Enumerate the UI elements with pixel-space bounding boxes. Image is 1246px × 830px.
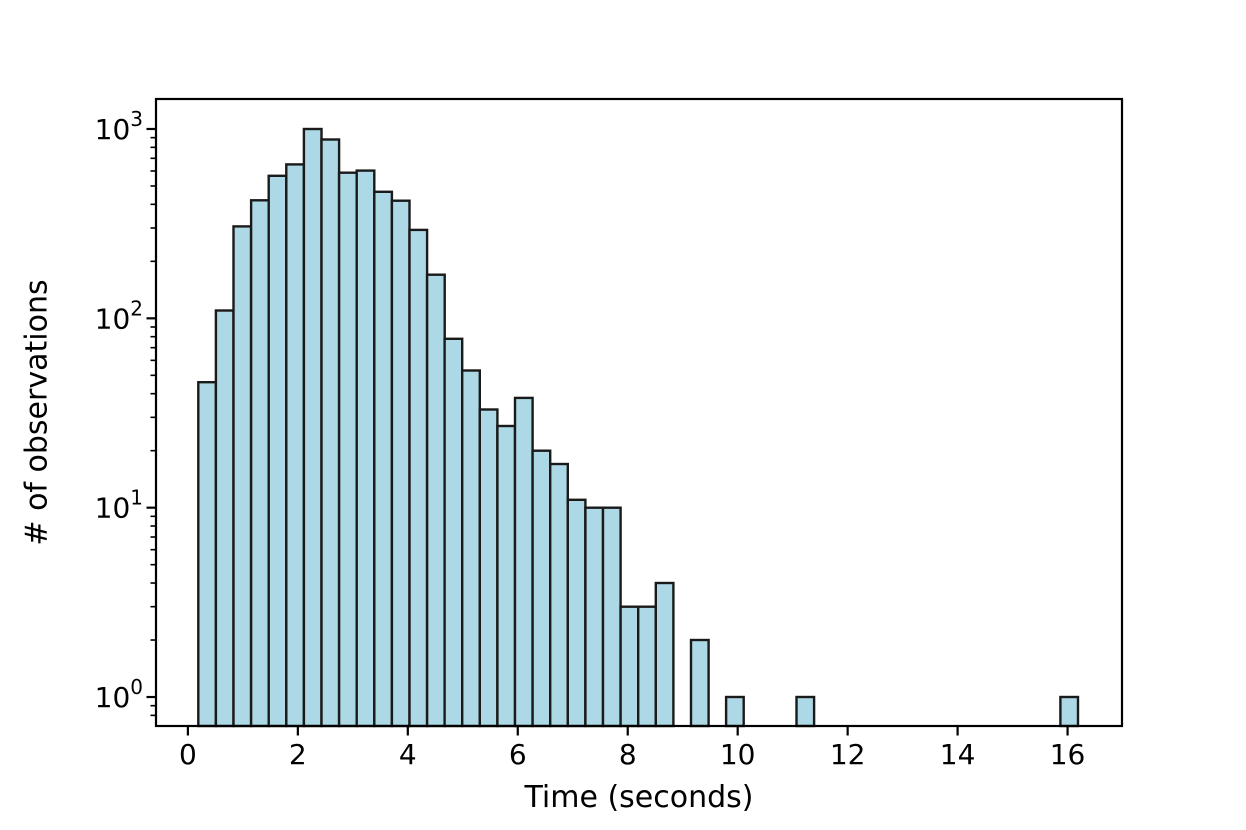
x-tick-label: 4 — [399, 738, 417, 771]
histogram-bar — [478, 408, 499, 728]
histogram-bar — [584, 506, 605, 728]
histogram-bar — [320, 138, 341, 728]
histogram-bar — [531, 449, 552, 728]
x-tick-label: 6 — [509, 738, 527, 771]
histogram-bar — [1059, 695, 1080, 728]
y-tick-label: 100 — [95, 675, 143, 714]
histogram-bar — [197, 381, 218, 728]
histogram-bar — [654, 581, 675, 728]
histogram-bar — [443, 337, 464, 728]
x-tick-label: 8 — [619, 738, 637, 771]
histogram-bar — [549, 462, 570, 728]
histogram-bar — [373, 190, 394, 728]
histogram-bar — [795, 695, 816, 728]
histogram-bar — [214, 309, 235, 728]
histogram-bar — [619, 605, 640, 728]
histogram-bar — [267, 174, 288, 728]
y-tick-label: 101 — [95, 486, 143, 525]
plot-border — [154, 97, 1124, 728]
histogram-bar — [337, 171, 358, 728]
histogram-bar — [249, 199, 270, 728]
histogram-bar — [566, 498, 587, 728]
histogram-bar — [285, 163, 306, 728]
y-axis-title: # of observations — [20, 279, 55, 545]
x-tick-label: 16 — [1050, 738, 1086, 771]
histogram-bar — [302, 127, 323, 728]
x-tick-label: 0 — [179, 738, 197, 771]
histogram-bar — [232, 225, 253, 728]
y-tick-label: 102 — [95, 296, 143, 335]
y-tick-label: 103 — [95, 107, 143, 146]
x-tick-label: 2 — [289, 738, 307, 771]
histogram-bar — [496, 424, 517, 728]
histogram-bar — [637, 605, 658, 728]
x-tick-label: 12 — [830, 738, 866, 771]
histogram-bar — [390, 199, 411, 728]
histogram-bar — [408, 228, 429, 728]
bars-group — [197, 127, 1080, 728]
x-tick-label: 14 — [940, 738, 976, 771]
histogram-bar — [425, 273, 446, 728]
histogram-bar — [461, 369, 482, 728]
histogram-bar — [724, 695, 745, 728]
y-axis: 100 101 102 103 — [95, 107, 156, 717]
x-axis-title: Time (seconds) — [524, 780, 754, 815]
histogram-bar — [689, 638, 710, 728]
histogram-bar — [601, 506, 622, 728]
histogram-bar — [513, 396, 534, 728]
x-tick-label: 10 — [720, 738, 756, 771]
x-axis: 0 2 4 6 8 10 12 14 16 — [179, 726, 1085, 771]
histogram-bar — [355, 169, 376, 728]
